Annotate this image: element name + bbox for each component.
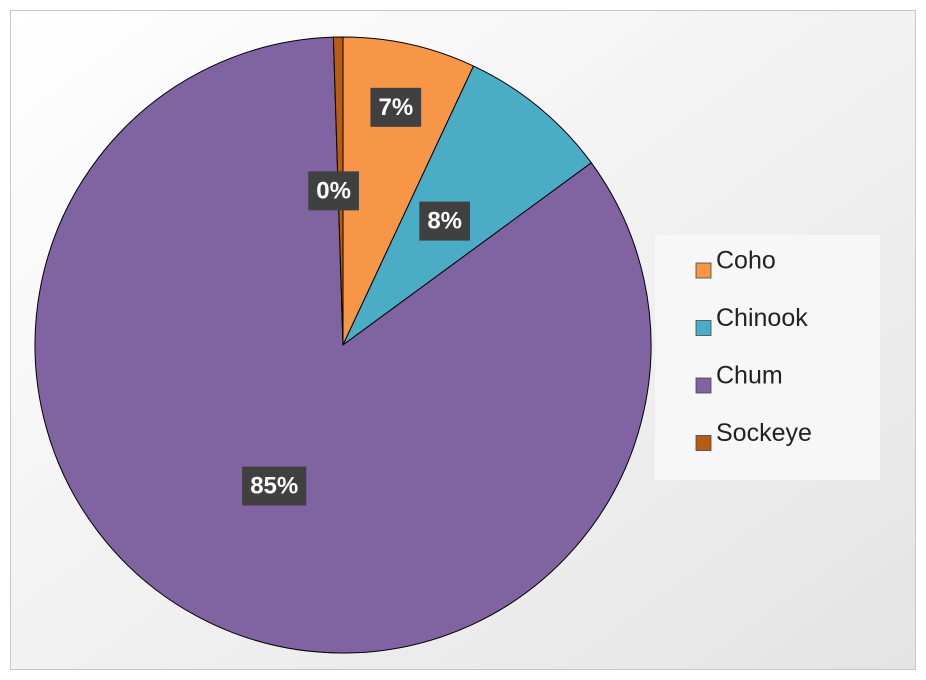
legend-label: Chinook [716,304,808,332]
data-label-bg [370,87,422,127]
data-labels: 7% 8% 85% 0% [242,87,471,506]
data-label: 0% [316,177,351,204]
data-label: 7% [378,94,413,121]
legend-swatch [695,377,712,394]
legend-swatch [695,435,712,451]
legend-label: Coho [716,247,776,275]
legend-label: Sockeye [716,419,812,447]
data-label-bg [308,171,359,211]
legend-label: Chum [716,362,783,390]
legend: Coho Chinook Chum Sockeye [695,247,812,451]
pie [34,36,652,654]
data-label-bg [419,201,471,241]
legend-box [655,235,880,480]
data-label: 8% [427,208,462,235]
data-label-bg [242,466,307,506]
legend-swatch [695,262,712,279]
data-label: 85% [250,473,298,500]
legend-swatch [695,320,712,336]
pie-slice [34,36,652,654]
